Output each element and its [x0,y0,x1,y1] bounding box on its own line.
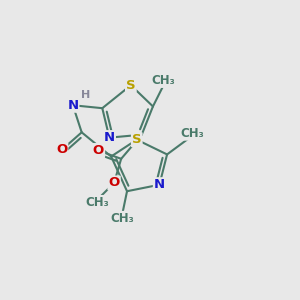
Text: N: N [104,131,115,144]
Text: O: O [109,176,120,190]
Text: O: O [56,143,67,157]
Text: H: H [82,90,91,100]
Text: CH₃: CH₃ [86,196,110,209]
Text: O: O [93,144,104,157]
Text: CH₃: CH₃ [181,127,205,140]
Text: S: S [132,133,142,146]
Text: CH₃: CH₃ [110,212,134,225]
Text: N: N [67,99,78,112]
Text: CH₃: CH₃ [152,74,175,87]
Text: S: S [126,79,136,92]
Text: N: N [154,178,165,191]
